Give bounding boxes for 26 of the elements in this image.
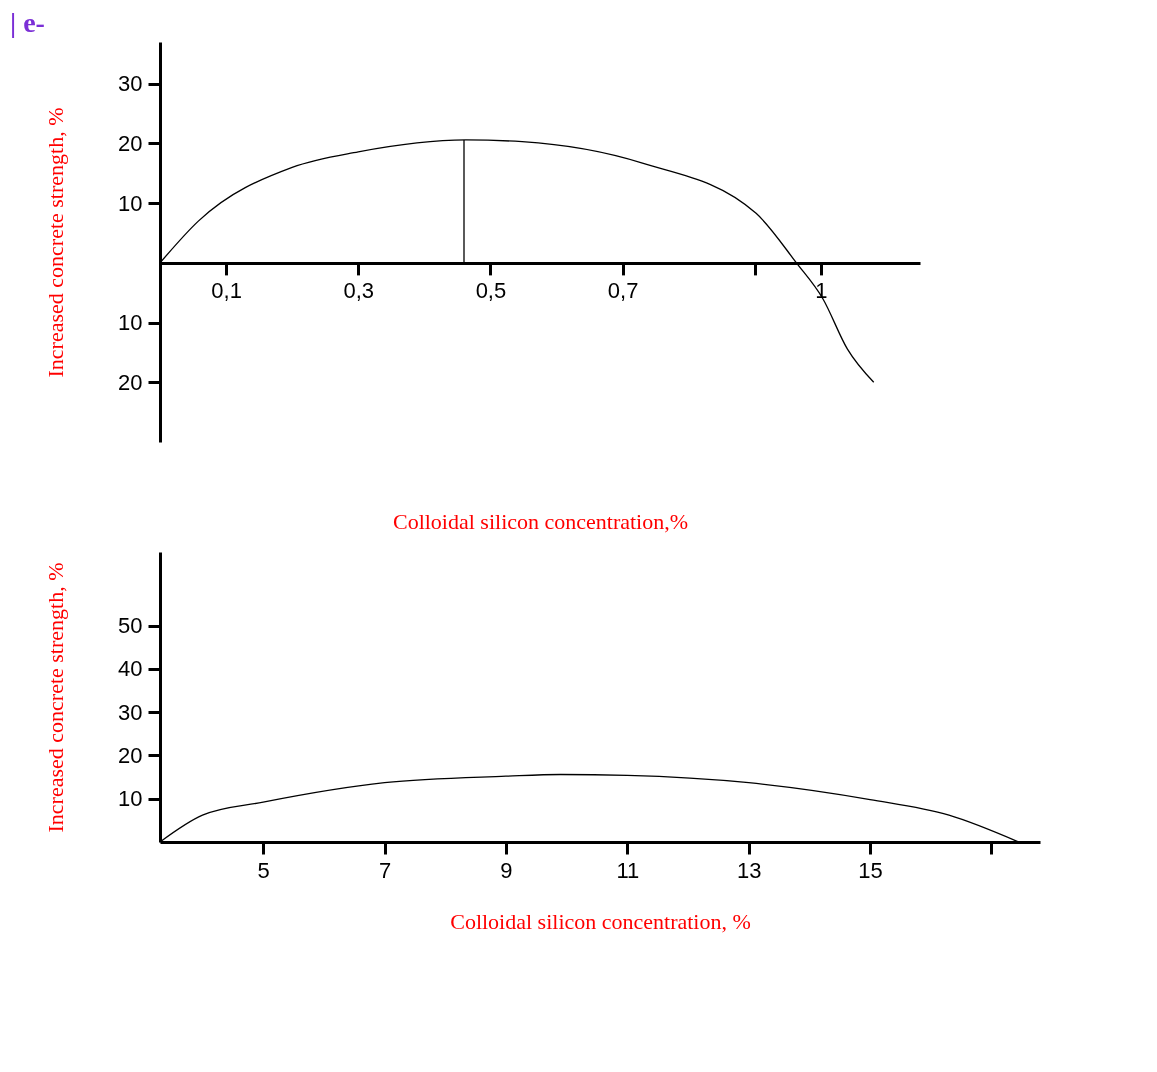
- x-axis-title: Colloidal silicon concentration, %: [450, 908, 751, 934]
- y-tick-label: 20: [118, 742, 143, 768]
- x-tick-label: 5: [257, 857, 270, 883]
- x-tick-label: 11: [616, 857, 640, 883]
- x-tick-label: 0,7: [607, 278, 639, 304]
- y-tick-label: 40: [118, 656, 143, 682]
- x-tick-label: 0,1: [211, 278, 242, 304]
- y-tick-label: 20: [118, 130, 143, 156]
- y-tick-label: 10: [118, 310, 143, 336]
- x-tick-label: 7: [378, 857, 392, 883]
- x-tick-label: 0,3: [343, 278, 375, 304]
- x-tick-label: 0,5: [475, 278, 507, 304]
- y-tick-label: 10: [118, 786, 143, 812]
- x-axis-title: Colloidal silicon concentration,%: [392, 508, 689, 534]
- chart-title: | e-: [10, 7, 45, 38]
- y-tick-label: 50: [118, 613, 143, 639]
- x-tick-label: 1: [815, 278, 828, 304]
- y-tick-label: 30: [118, 699, 143, 725]
- y-tick-label: 10: [118, 190, 143, 216]
- y-axis-title: Increased concrete strength, %: [43, 107, 69, 378]
- x-tick-label: 13: [736, 857, 762, 883]
- y-tick-label: 30: [118, 71, 143, 97]
- y-tick-label: 20: [118, 369, 143, 395]
- y-axis-title: Increased concrete strength, %: [43, 562, 69, 833]
- x-tick-label: 9: [500, 857, 513, 883]
- x-tick-label: 15: [858, 857, 883, 883]
